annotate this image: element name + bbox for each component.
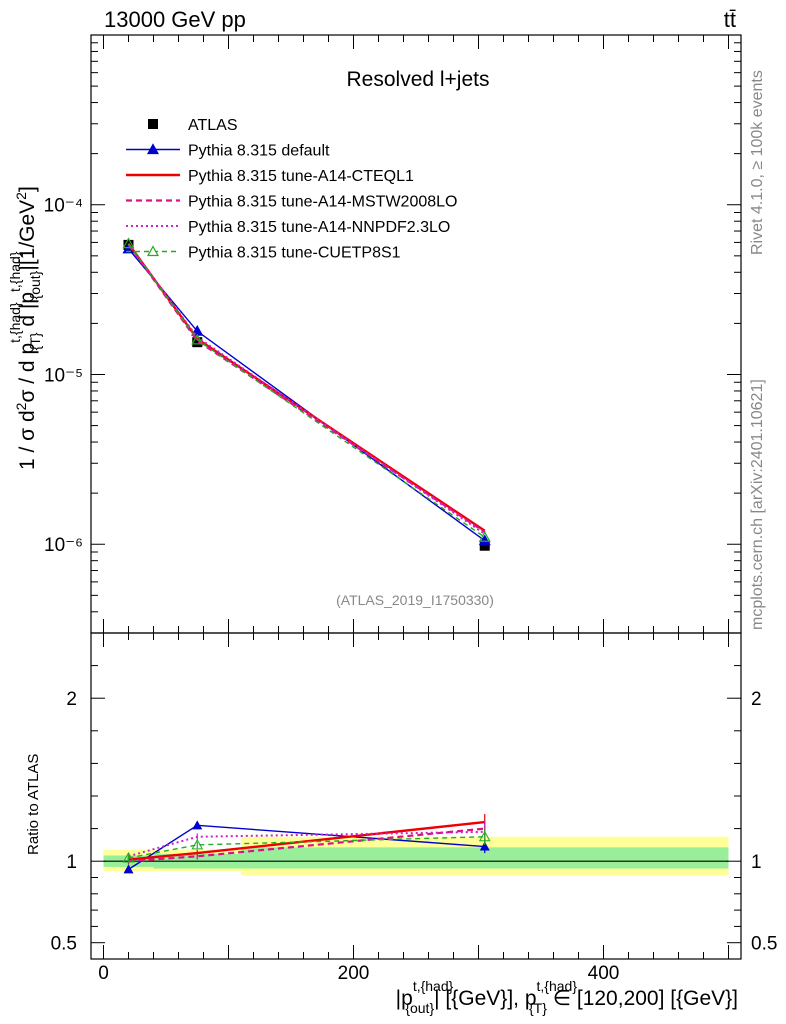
- series-line: [127, 248, 486, 542]
- ratio-marker: [479, 841, 490, 851]
- legend-label: Pythia 8.315 tune-A14-MSTW2008LO: [188, 194, 457, 211]
- ratio-y-tick-label-right: 1: [751, 852, 762, 873]
- y-tick-label: 10⁻⁶: [44, 535, 83, 556]
- ratio-y-axis-title: Ratio to ATLAS: [25, 754, 42, 855]
- series-marker: [191, 333, 204, 345]
- series-marker: [122, 237, 135, 249]
- series-line: [127, 243, 486, 535]
- legend-label: ATLAS: [188, 117, 238, 134]
- process-label: tt̄: [724, 7, 736, 32]
- ratio-series-layer: [122, 813, 491, 874]
- legend-marker: [146, 245, 160, 257]
- series-line: [127, 243, 486, 533]
- series-marker: [478, 534, 491, 546]
- x-tick-label: 200: [338, 963, 370, 984]
- series-line: [127, 242, 486, 532]
- ratio-y-tick-label-right: 0.5: [751, 934, 777, 955]
- x-tick-label: 400: [588, 963, 620, 984]
- ratio-series-line: [128, 827, 485, 863]
- legend-marker: [148, 119, 158, 129]
- ratio-y-tick-label-right: 2: [751, 689, 762, 710]
- main-y-tick-labels: 10⁻⁶ 10⁻⁵ 10⁻⁴: [44, 196, 83, 556]
- energy-label: 13000 GeV pp: [104, 7, 246, 32]
- x-tick-label: 0: [98, 963, 109, 984]
- legend-label: Pythia 8.315 default: [188, 143, 330, 160]
- y-tick-label: 10⁻⁴: [44, 196, 83, 217]
- ratio-marker: [478, 830, 491, 842]
- mcplots-label: mcplots.cern.ch [arXiv:2401.10621]: [749, 379, 766, 630]
- analysis-label: (ATLAS_2019_I1750330): [336, 592, 494, 608]
- ratio-series-line: [128, 836, 485, 859]
- ratio-y-tick-label: 0.5: [51, 934, 77, 955]
- ratio-y-tick-label: 1: [66, 852, 77, 873]
- atlas-data-point: [479, 540, 490, 551]
- stat-band: [241, 847, 729, 869]
- main-y-axis-title: 1 / σ d2σ / d pt,{had} {T} d |pt,{had} {ou…: [7, 186, 43, 470]
- legend-label: Pythia 8.315 tune-A14-CTEQL1: [188, 168, 414, 185]
- x-tick-labels: 0 200 400: [98, 963, 619, 984]
- plot-title: Resolved l+jets: [347, 68, 490, 91]
- series-marker: [478, 530, 491, 542]
- series-line: [127, 243, 486, 538]
- legend-label: Pythia 8.315 tune-CUETP8S1: [188, 245, 401, 262]
- y-tick-label: 10⁻⁵: [44, 365, 83, 386]
- main-series-layer: [122, 237, 491, 551]
- rivet-version-label: Rivet 4.1.0, ≥ 100k events: [749, 70, 766, 255]
- ratio-plot-frame: [90, 632, 742, 960]
- x-axis-title: |pt,{had} {out}| [{GeV}], pt,{had} {T} ∈ […: [396, 978, 738, 1016]
- main-y-ticks: [91, 34, 741, 634]
- atlas-data-point: [192, 337, 203, 348]
- ratio-y-tick-labels: 0.5 0.5 1 1 2 2: [51, 689, 778, 955]
- legend-marker: [146, 143, 160, 155]
- ratio-marker: [192, 820, 203, 830]
- ratio-ticks: [91, 632, 741, 959]
- ratio-marker: [123, 864, 134, 874]
- ratio-y-tick-label: 2: [66, 689, 77, 710]
- legend-label: Pythia 8.315 tune-A14-NNPDF2.3LO: [188, 219, 450, 236]
- ratio-marker: [191, 838, 204, 850]
- legend: ATLAS Pythia 8.315 default Pythia 8.315 tu…: [126, 117, 457, 262]
- ratio-marker: [122, 851, 135, 863]
